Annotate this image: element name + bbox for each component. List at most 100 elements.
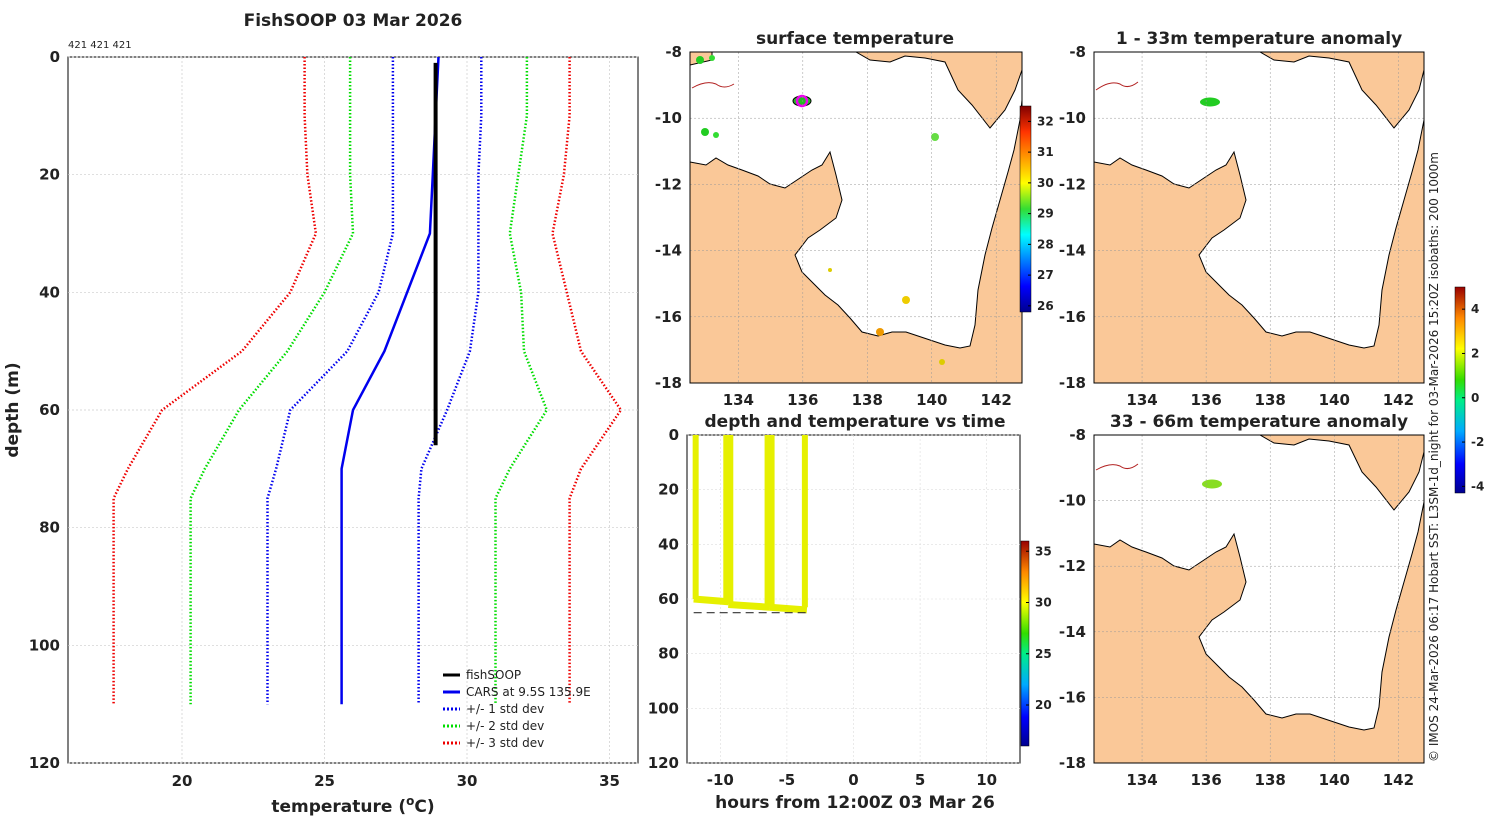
anomaly2-title: 33 - 66m temperature anomaly [1110,412,1408,432]
colorbar-tick-label: 26 [1037,299,1054,313]
map-x-tick-label: 136 [787,391,818,409]
y-tick-label: 80 [39,519,60,537]
map-y-tick-label: -8 [665,43,682,61]
sst-patch [902,296,910,304]
y-tick-label: 60 [658,590,679,608]
y-tick-label: 0 [669,426,679,444]
y-tick-label: 100 [29,636,60,654]
x-tick-label: 35 [599,772,620,790]
x-tick-label: -10 [707,771,734,789]
anomaly1-map-land [1094,52,1424,383]
colorbar-tick-label: 32 [1037,114,1054,128]
x-tick-label: 20 [172,772,193,790]
map-y-tick-label: -14 [655,242,682,260]
sst-patch [828,268,832,272]
series-line [189,57,355,705]
map-y-tick-label: -10 [655,109,682,127]
anomaly1-track [1200,97,1220,107]
anomaly1-map-frame [1093,51,1425,384]
profile-panel: 20 25 30 35 0 20 40 60 80 100 120 FishSOOP 03 Mar … [3,11,639,817]
sst-patch [709,55,715,61]
map-y-tick-label: -14 [1059,242,1086,260]
x-tick-label: 10 [976,771,997,789]
map-x-tick-label: 138 [1255,391,1286,409]
profile-legend: fishSOOP CARS at 9.5S 135.9E +/- 1 std d… [443,668,591,750]
colorbar-tick-label: 30 [1035,596,1052,610]
colorbar-tick-label: 29 [1037,207,1054,221]
legend-label-std3: +/- 3 std dev [466,736,544,750]
sst-patch [713,132,719,138]
colorbar-tick-label: -2 [1471,435,1484,449]
profile-lines [112,56,623,705]
map-y-tick-label: -18 [1059,374,1086,392]
profile-subtitle: 421 421 421 [68,40,132,51]
series-line [494,57,549,705]
anomaly2-ticks: 134 136 138 140 142 -8 -10 -12 -14 -16 -18 [1059,426,1414,789]
map-y-tick-label: -16 [1059,688,1086,706]
surface-colorbar [1019,105,1032,313]
map-x-tick-label: 138 [852,391,883,409]
profile-title: FishSOOP 03 Mar 2026 [244,11,463,31]
map-x-tick-label: 134 [1126,391,1157,409]
timeseries-xlabel: hours from 12:00Z 03 Mar 26 [715,793,995,813]
anomaly1-title: 1 - 33m temperature anomaly [1116,29,1402,49]
x-tick-label: 5 [915,771,925,789]
x-tick-label: 0 [848,771,858,789]
legend-label-std1: +/- 1 std dev [466,702,544,716]
anomaly1-ticks: 134 136 138 140 142 -8 -10 -12 -14 -16 -18 [1059,43,1414,409]
y-tick-label: 0 [50,48,60,66]
surface-map-panel: surface temperature 134 136 138 140 142 -8 -10… [655,29,1054,409]
y-tick-label: 120 [29,754,60,772]
map-x-tick-label: 134 [723,391,754,409]
vessel-track [795,94,809,108]
x-tick-label: -5 [779,771,796,789]
cast-bottom [693,595,729,606]
anomaly2-map-panel: 33 - 66m temperature anomaly 134 136 138 14… [1059,412,1425,789]
x-tick-label: 25 [314,772,335,790]
map-y-tick-label: -12 [1059,557,1086,575]
y-tick-label: 100 [648,699,679,717]
anomaly2-map-frame [1093,434,1425,764]
surface-title: surface temperature [756,29,954,49]
colorbar-tick-label: 4 [1471,302,1479,316]
map-y-tick-label: -16 [655,308,682,326]
sst-patch [931,133,939,141]
series-line [417,57,483,705]
surface-map-land [690,52,1022,383]
map-x-tick-label: 140 [1319,391,1350,409]
map-x-tick-label: 142 [1383,771,1414,789]
anomaly2-map-land [1094,435,1424,763]
map-x-tick-label: 142 [981,391,1012,409]
profile-ticks: 20 25 30 35 0 20 40 60 80 100 120 [29,48,620,790]
colorbar-tick-label: 20 [1035,698,1052,712]
map-y-tick-label: -18 [655,374,682,392]
y-tick-label: 40 [39,283,60,301]
series-line [551,57,623,705]
legend-label-fishsoop: fishSOOP [466,668,521,682]
map-y-tick-label: -18 [1059,754,1086,772]
map-y-tick-label: -14 [1059,623,1086,641]
map-y-tick-label: -12 [1059,175,1086,193]
colorbar-tick-label: 25 [1035,647,1052,661]
map-y-tick-label: -10 [1059,492,1086,510]
map-x-tick-label: 140 [916,391,947,409]
y-tick-label: 80 [658,645,679,663]
colorbar-tick-label: 30 [1037,176,1054,190]
anomaly-colorbar-ticks: 4 2 0 -2 -4 [1462,302,1484,493]
map-y-tick-label: -8 [1069,43,1086,61]
map-x-tick-label: 134 [1126,771,1157,789]
y-tick-label: 40 [658,535,679,553]
colorbar-tick-label: -4 [1471,479,1484,493]
timeseries-colorbar [1020,540,1030,747]
sst-patch [939,359,945,365]
surface-colorbar-ticks: 26 27 28 29 30 31 32 [1028,114,1054,313]
sst-patch [876,328,884,336]
map-x-tick-label: 136 [1190,391,1221,409]
series-line [112,57,318,705]
map-y-tick-label: -8 [1069,426,1086,444]
cast-bottom [769,603,808,614]
map-x-tick-label: 136 [1190,771,1221,789]
